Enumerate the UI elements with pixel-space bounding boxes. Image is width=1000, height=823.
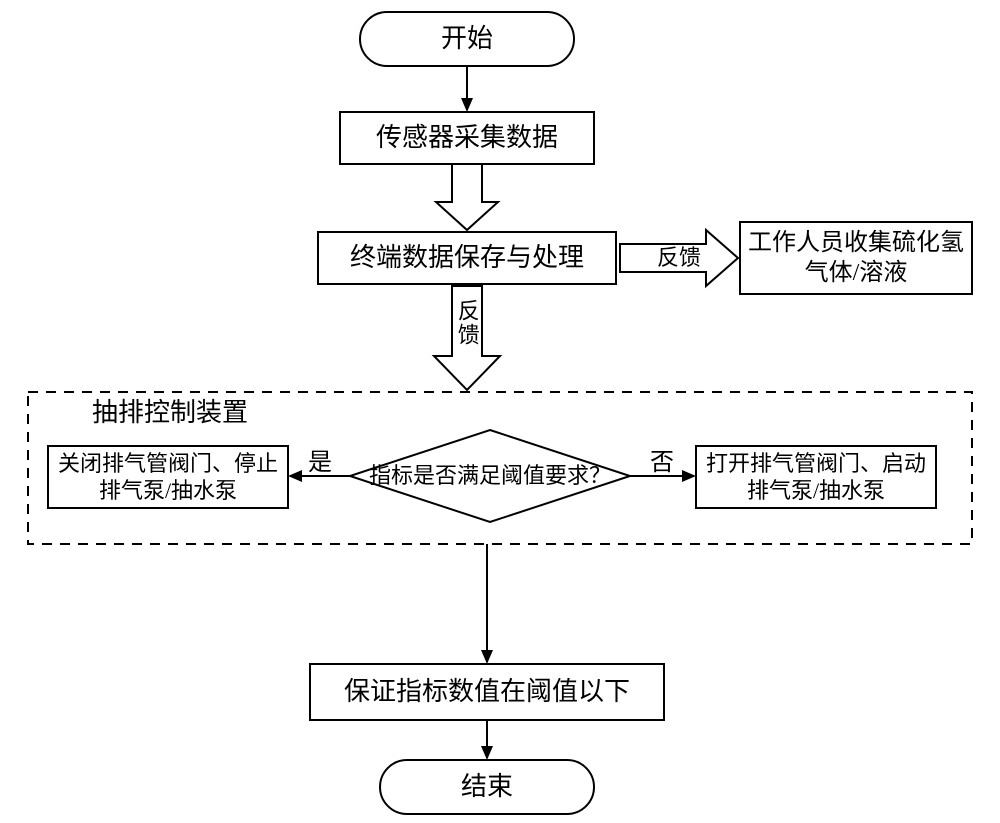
node-staff-label: 工作人员收集硫化氢气体/溶液 bbox=[740, 222, 972, 294]
flowchart-canvas: 开始 传感器采集数据 终端数据保存与处理 工作人员收集硫化氢气体/溶液 抽排控制… bbox=[0, 0, 1000, 823]
node-terminal-label: 终端数据保存与处理 bbox=[318, 232, 616, 284]
node-left-action-label: 关闭排气管阀门、停止排气泵/抽水泵 bbox=[48, 446, 288, 508]
node-start-label: 开始 bbox=[360, 12, 574, 66]
dashed-title-label: 抽排控制装置 bbox=[92, 398, 292, 428]
edge-label-yes: 是 bbox=[298, 450, 342, 476]
node-end-label: 结束 bbox=[380, 760, 594, 814]
node-decision-label: 指标是否满足阈值要求？ bbox=[360, 452, 620, 500]
edge-label-no: 否 bbox=[640, 450, 684, 476]
edge-label-feedback-right: 反馈 bbox=[632, 244, 726, 272]
node-ensure-label: 保证指标数值在阈值以下 bbox=[310, 664, 664, 720]
node-right-action-label: 打开排气管阀门、启动排气泵/抽水泵 bbox=[696, 446, 936, 508]
edge-collect-terminal bbox=[436, 164, 498, 230]
node-collect-label: 传感器采集数据 bbox=[340, 112, 594, 164]
edge-label-feedback-down: 反馈 bbox=[452, 290, 482, 356]
